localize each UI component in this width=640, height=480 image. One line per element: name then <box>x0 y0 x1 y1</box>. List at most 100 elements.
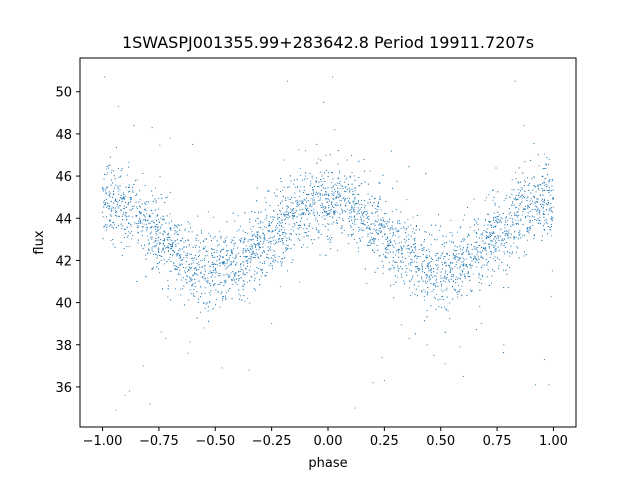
scatter-point <box>154 240 156 242</box>
scatter-point <box>503 251 505 253</box>
scatter-point <box>158 261 161 263</box>
scatter-point <box>505 222 507 224</box>
scatter-point <box>296 203 298 205</box>
scatter-point <box>382 227 384 229</box>
scatter-point <box>214 269 216 271</box>
scatter-point <box>299 225 302 227</box>
scatter-point <box>270 240 272 243</box>
scatter-point <box>352 207 354 209</box>
scatter-point <box>526 230 528 232</box>
scatter-point <box>200 271 202 273</box>
scatter-point <box>113 175 115 177</box>
scatter-point <box>234 275 236 277</box>
scatter-point <box>441 244 443 246</box>
scatter-point <box>150 227 152 229</box>
scatter-point <box>102 238 104 240</box>
scatter-point <box>344 175 346 177</box>
scatter-point <box>418 229 421 231</box>
scatter-point <box>316 193 319 195</box>
scatter-point <box>552 198 554 200</box>
scatter-point <box>490 234 493 237</box>
scatter-point <box>144 184 146 186</box>
scatter-point <box>516 215 518 217</box>
scatter-point <box>312 201 314 203</box>
scatter-point <box>404 257 406 259</box>
scatter-point <box>468 234 470 236</box>
scatter-point <box>385 249 388 251</box>
scatter-point <box>410 295 412 297</box>
scatter-point <box>439 257 441 259</box>
scatter-point <box>285 247 287 249</box>
scatter-point <box>332 178 334 180</box>
scatter-point <box>493 252 495 254</box>
scatter-point <box>436 268 438 270</box>
scatter-point <box>349 176 351 178</box>
scatter-point <box>476 232 478 234</box>
scatter-point <box>435 263 437 265</box>
scatter-point <box>294 186 296 188</box>
scatter-point <box>510 215 513 217</box>
scatter-point <box>127 166 130 168</box>
scatter-point <box>333 213 335 215</box>
scatter-point <box>300 186 302 188</box>
scatter-point <box>467 246 469 248</box>
scatter-point <box>519 205 521 207</box>
scatter-point <box>130 198 132 200</box>
scatter-point <box>509 217 511 219</box>
scatter-point <box>276 188 278 190</box>
scatter-point <box>454 250 456 252</box>
scatter-point <box>166 233 168 235</box>
scatter-point <box>486 238 488 240</box>
scatter-point <box>272 240 274 242</box>
scatter-point <box>457 259 460 261</box>
scatter-point <box>323 205 325 208</box>
scatter-point <box>322 206 324 208</box>
scatter-point <box>298 214 300 216</box>
scatter-point <box>299 281 301 283</box>
scatter-point <box>264 238 266 240</box>
scatter-point <box>205 303 207 305</box>
scatter-point <box>511 253 513 255</box>
scatter-point <box>204 246 206 248</box>
scatter-point <box>166 215 168 217</box>
scatter-point <box>328 172 330 174</box>
scatter-point <box>507 234 509 236</box>
scatter-point <box>222 295 224 298</box>
scatter-point <box>176 279 178 281</box>
scatter-point <box>208 261 210 263</box>
scatter-point <box>514 231 516 233</box>
scatter-point <box>243 240 245 242</box>
scatter-point <box>372 237 374 239</box>
scatter-point <box>467 272 470 274</box>
scatter-point <box>527 239 529 241</box>
scatter-point <box>196 234 198 236</box>
scatter-point <box>467 250 469 252</box>
scatter-point <box>309 185 311 187</box>
scatter-point <box>357 193 359 196</box>
scatter-point <box>253 257 255 259</box>
scatter-point <box>336 222 339 224</box>
scatter-point <box>131 205 133 208</box>
scatter-point <box>473 246 475 248</box>
scatter-point <box>177 224 179 226</box>
scatter-point <box>257 235 259 237</box>
scatter-point <box>444 281 446 283</box>
scatter-point <box>433 284 435 286</box>
scatter-point <box>537 218 539 220</box>
scatter-point <box>159 176 161 178</box>
scatter-point <box>158 236 160 238</box>
scatter-point <box>357 210 359 212</box>
scatter-point <box>479 244 481 246</box>
scatter-point <box>272 230 274 232</box>
scatter-point <box>142 230 144 232</box>
scatter-point <box>467 233 470 235</box>
scatter-point <box>495 167 497 169</box>
scatter-point <box>142 248 144 250</box>
scatter-point <box>278 256 280 258</box>
scatter-point <box>445 235 447 237</box>
scatter-point <box>258 242 260 244</box>
scatter-point <box>333 212 335 214</box>
scatter-point <box>413 284 415 286</box>
scatter-point <box>404 222 406 224</box>
scatter-point <box>285 239 288 241</box>
